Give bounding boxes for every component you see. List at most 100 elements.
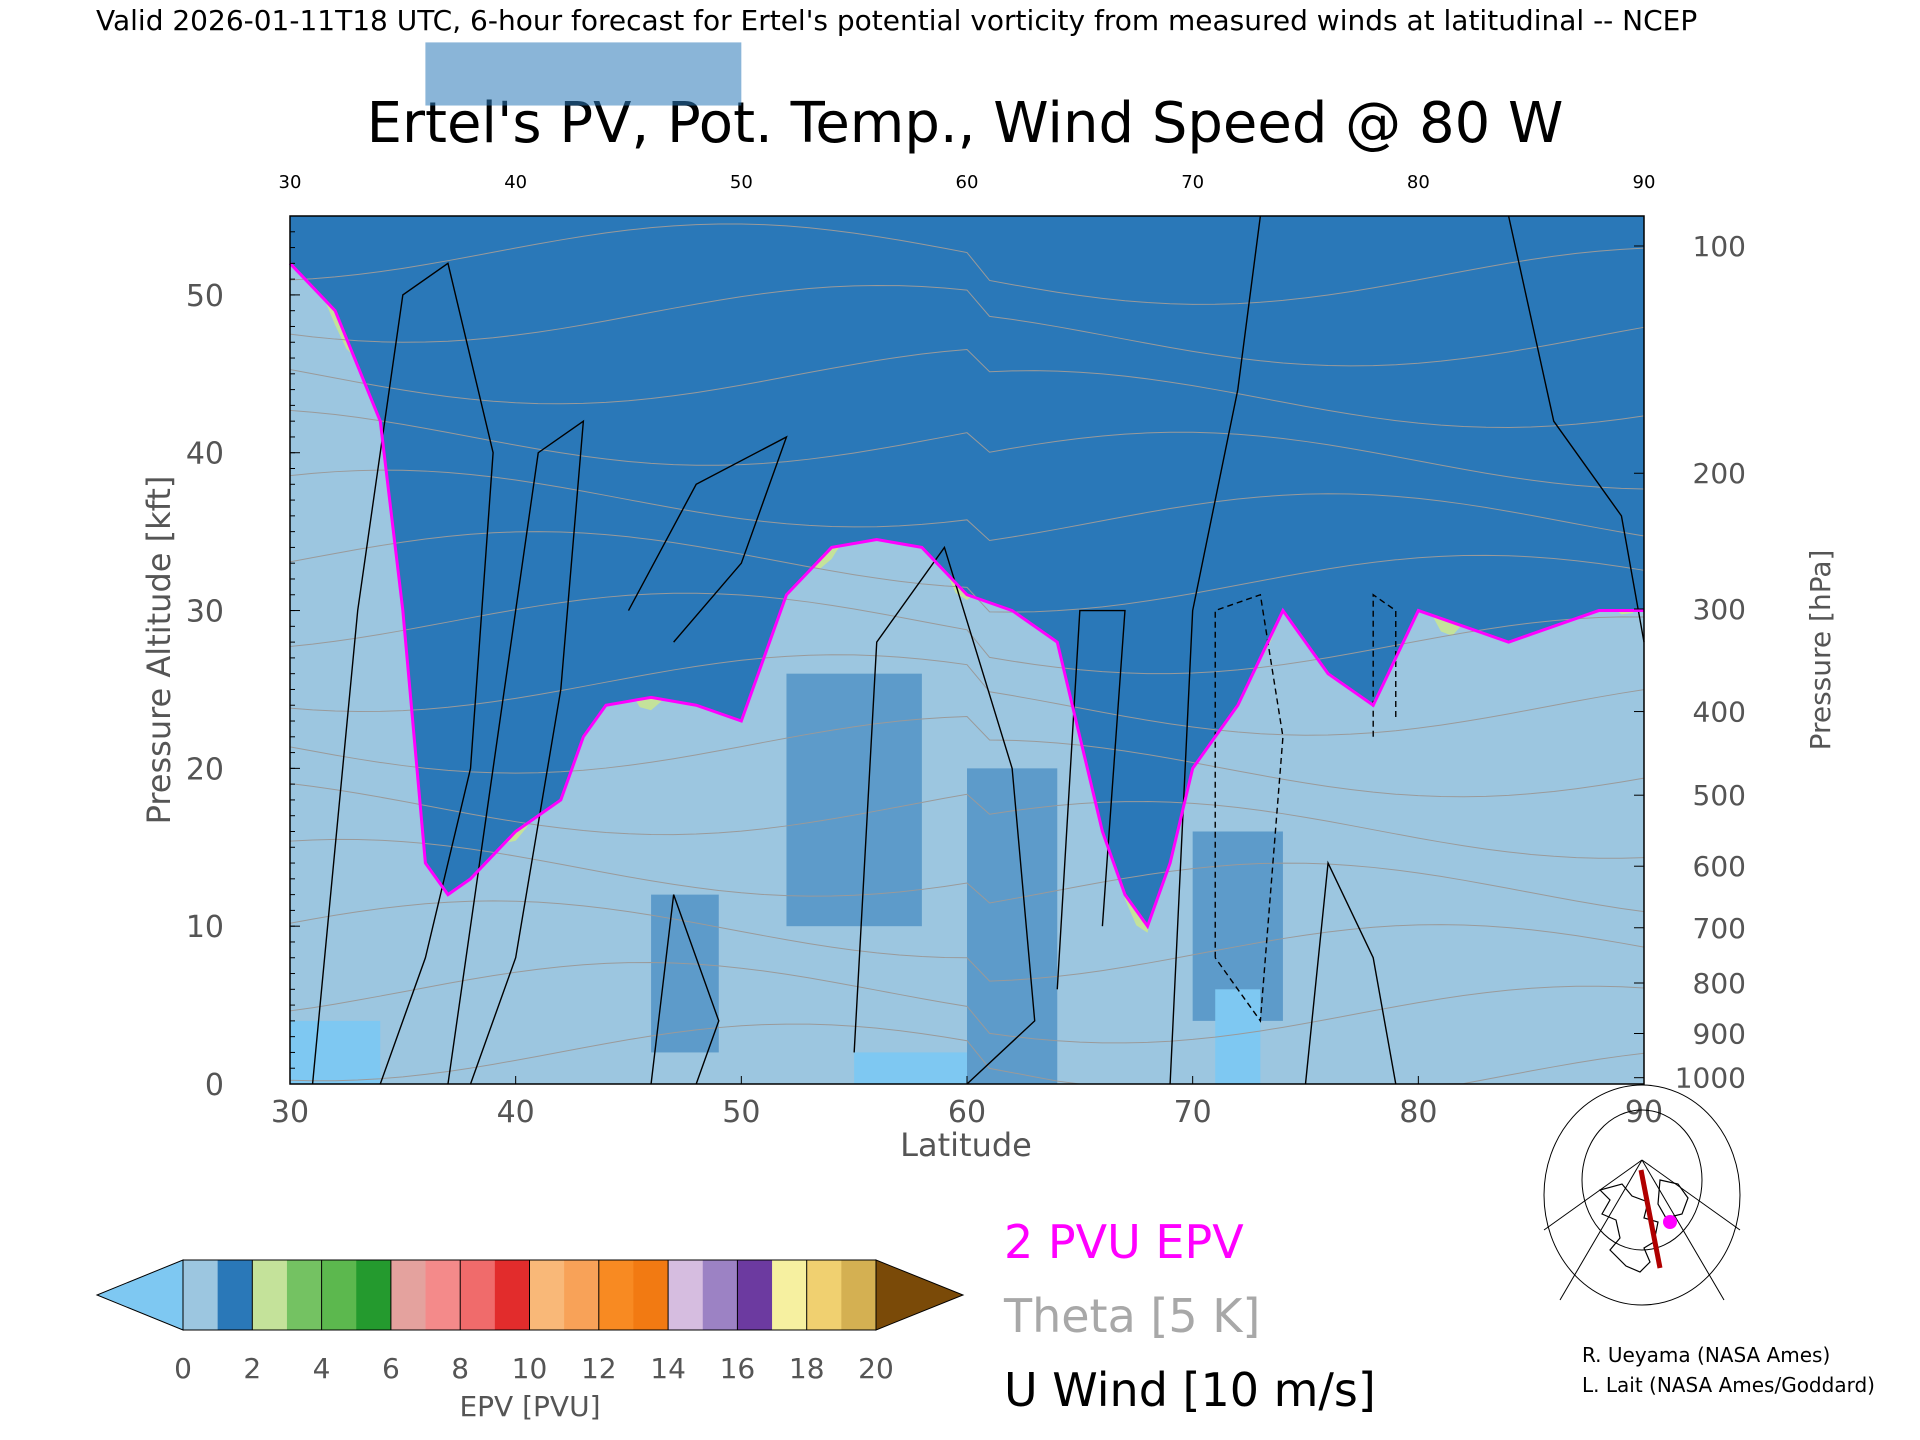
y-tick-label: 10 — [186, 910, 224, 945]
u-wind-contour — [311, 262, 494, 1085]
colorbar-tick-label: 0 — [174, 1352, 192, 1385]
theta-contour — [289, 962, 1645, 1044]
pressure-tick-label: 300 — [1693, 593, 1746, 626]
colorbar-tick-label: 2 — [243, 1352, 261, 1385]
colorbar-swatch — [737, 1260, 773, 1330]
colorbar-swatch — [217, 1260, 253, 1330]
pressure-tick-label: 100 — [1693, 230, 1746, 263]
epv-negative-patch — [854, 1052, 967, 1084]
epv-band — [290, 216, 1644, 927]
colorbar-tick-label: 4 — [313, 1352, 331, 1385]
valid-time-header: Valid 2026-01-11T18 UTC, 6-hour forecast… — [96, 4, 1697, 37]
y-tick-label: 40 — [186, 437, 224, 472]
colorbar-swatch — [564, 1260, 600, 1330]
colorbar-label: EPV [PVU] — [459, 1390, 600, 1423]
y-axis-label: Pressure Altitude [kft] — [140, 476, 178, 825]
theta-contour — [289, 783, 1645, 859]
theta-contour — [289, 348, 1645, 428]
colorbar-swatch — [460, 1260, 496, 1330]
colorbar-swatch — [183, 1260, 219, 1330]
pressure-tick-label: 900 — [1693, 1017, 1746, 1050]
epv-colorbar: 0 2 4 6 8 10 12 14 16 18 20 — [95, 1259, 965, 1385]
x-tick-label: 90 — [1625, 1095, 1663, 1130]
right-axis-label: Pressure [hPa] — [1804, 550, 1837, 751]
x-top-tick-label: 90 — [1633, 172, 1656, 193]
cross-section-line — [1638, 1169, 1663, 1269]
colorbar-swatch — [390, 1260, 427, 1330]
x-axis-bottom: 30 40 50 60 70 80 90 — [271, 1076, 1663, 1130]
x-top-tick-label: 40 — [504, 172, 527, 193]
y-tick-label: 0 — [205, 1068, 224, 1103]
colorbar-swatch — [772, 1260, 808, 1330]
colorbar-swatch — [494, 1260, 530, 1330]
plot-area — [288, 42, 1645, 1085]
pressure-tick-label: 700 — [1693, 912, 1746, 945]
colorbar-swatch — [529, 1260, 565, 1330]
colorbar-swatch — [633, 1260, 669, 1330]
legend-u-wind: U Wind [10 m/s] — [1004, 1363, 1376, 1417]
colorbar-swatch — [321, 1260, 357, 1330]
theta-contour — [289, 531, 1645, 613]
theta-contour — [289, 223, 1645, 305]
colorbar-under-arrow — [95, 1259, 184, 1331]
x-top-tick-label: 80 — [1407, 172, 1430, 193]
colorbar-tick-label: 16 — [720, 1352, 756, 1385]
colorbar-tick-label: 8 — [451, 1352, 469, 1385]
colorbar-swatch — [252, 1260, 288, 1330]
epv-bands — [289, 42, 1645, 1085]
y-axis-right: 100 200 300 400 500 600 700 800 900 1000 — [1634, 230, 1746, 1095]
colorbar-swatch — [286, 1260, 323, 1330]
locator-map-inset — [1543, 1084, 1741, 1310]
u-wind-contour — [853, 545, 1036, 1085]
x-top-tick-label: 50 — [730, 172, 753, 193]
u-wind-contour — [650, 894, 720, 1085]
colorbar-tick-label: 18 — [789, 1352, 825, 1385]
x-top-tick-label: 30 — [279, 172, 302, 193]
tropopause-2pvu-line — [288, 262, 1644, 930]
pressure-tick-label: 400 — [1693, 696, 1746, 729]
u-wind-contour — [447, 419, 585, 1085]
colorbar-swatch — [668, 1260, 704, 1330]
theta-contour — [289, 409, 1645, 490]
pressure-tick-label: 200 — [1693, 457, 1746, 490]
u-wind-contour — [1507, 215, 1645, 643]
u-wind-contour — [627, 435, 788, 643]
u-wind-contour-negative — [1372, 593, 1397, 737]
y-tick-label: 50 — [186, 279, 224, 314]
epv-streak — [786, 673, 922, 927]
u-wind-contour — [1304, 860, 1397, 1085]
epv-negative-patch — [290, 1020, 381, 1084]
colorbar-swatch — [356, 1260, 392, 1330]
colorbar-tick-label: 20 — [858, 1352, 894, 1385]
colorbar-swatch — [425, 1260, 461, 1330]
pressure-tick-label: 600 — [1693, 850, 1746, 883]
x-axis-top: 30 40 50 60 70 80 90 — [279, 172, 1656, 193]
colorbar-swatch — [702, 1260, 738, 1330]
x-tick-label: 30 — [271, 1095, 309, 1130]
pressure-tick-label: 500 — [1693, 779, 1746, 812]
colorbar-tick-label: 14 — [650, 1352, 686, 1385]
x-top-tick-label: 60 — [956, 172, 979, 193]
x-tick-label: 80 — [1399, 1095, 1437, 1130]
x-tick-label: 60 — [948, 1095, 986, 1130]
colorbar-swatch — [598, 1260, 634, 1330]
theta-contour — [289, 900, 1645, 982]
u-wind-contour — [1169, 215, 1262, 1085]
colorbar-tick-label: 10 — [512, 1352, 548, 1385]
colorbar-tick-label: 12 — [581, 1352, 617, 1385]
theta-contour — [289, 469, 1645, 541]
epv-streak — [967, 768, 1058, 1084]
theta-contour — [289, 716, 1645, 798]
y-tick-label: 20 — [186, 752, 224, 787]
theta-contour — [289, 284, 1645, 367]
x-axis-label: Latitude — [900, 1126, 1032, 1164]
credit-line-1: R. Ueyama (NASA Ames) — [1582, 1343, 1830, 1367]
pressure-tick-label: 1000 — [1675, 1062, 1746, 1095]
epv-band-troposphere — [290, 263, 1644, 1084]
pressure-tick-label: 800 — [1693, 967, 1746, 1000]
y-tick-label: 30 — [186, 595, 224, 630]
credit-line-2: L. Lait (NASA Ames/Goddard) — [1582, 1373, 1875, 1397]
colorbar-over-arrow — [875, 1259, 965, 1331]
x-top-tick-label: 70 — [1181, 172, 1204, 193]
u-wind-contour — [1056, 609, 1126, 990]
